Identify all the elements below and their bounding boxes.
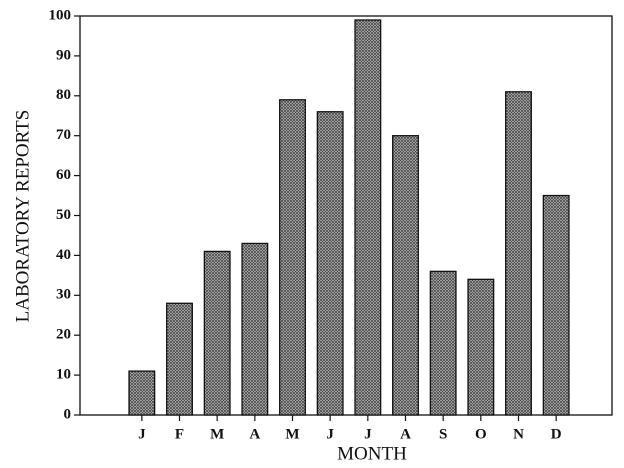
x-tick-label: F [175, 426, 184, 442]
x-tick-label: A [400, 426, 411, 442]
y-axis-title: LABORATORY REPORTS [12, 110, 33, 323]
y-tick-label: 50 [56, 207, 71, 223]
bar [241, 242, 269, 416]
x-tick-label: O [475, 426, 487, 442]
bar [354, 19, 382, 416]
y-tick-label: 30 [56, 287, 71, 303]
x-tick-label: M [285, 426, 299, 442]
y-tick-label: 90 [56, 47, 71, 63]
y-tick-label: 20 [56, 327, 71, 343]
x-tick-label: J [326, 426, 334, 442]
bar [128, 370, 156, 416]
bar [467, 278, 495, 416]
y-tick-label: 60 [56, 167, 71, 183]
bar [316, 111, 344, 416]
x-axis-title: MONTH [337, 443, 407, 464]
x-tick-label: S [439, 426, 447, 442]
x-tick-label: D [551, 426, 562, 442]
y-tick-label: 10 [56, 367, 71, 383]
y-tick-label: 80 [56, 87, 71, 103]
y-tick-label: 100 [49, 7, 72, 23]
y-tick-label: 0 [64, 406, 72, 422]
x-tick-label: J [138, 426, 146, 442]
plot-frame [79, 15, 613, 416]
x-tick-label: J [364, 426, 372, 442]
bar [279, 99, 306, 416]
bar [505, 91, 532, 416]
x-tick-label: A [249, 426, 260, 442]
bar [429, 270, 457, 416]
bar [542, 194, 570, 416]
y-tick-label: 70 [56, 127, 71, 143]
x-tick-label: M [210, 426, 224, 442]
bar [392, 135, 419, 416]
x-tick-label: N [513, 426, 524, 442]
y-tick-label: 40 [56, 247, 71, 263]
bar [166, 302, 193, 416]
bar [203, 250, 231, 416]
